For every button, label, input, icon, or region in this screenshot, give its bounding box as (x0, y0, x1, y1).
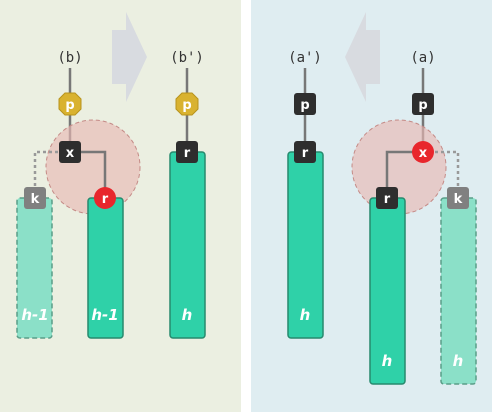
caption-b: (b) (57, 50, 82, 66)
subtree-bp-r-label: h (182, 306, 193, 324)
caption-a: (a) (410, 50, 435, 66)
node-a-r (376, 187, 398, 209)
node-b-k (24, 187, 46, 209)
subtree-a-k-label: h (453, 352, 464, 370)
node-a-x-label: x (419, 146, 428, 161)
subtree-b-r-label: h-1 (91, 306, 118, 324)
node-b-x (59, 141, 81, 163)
node-a-p-label: p (418, 98, 427, 113)
edge-b-x-r (70, 150, 107, 198)
node-bp-r (176, 141, 198, 163)
edge-a-x-r (385, 150, 423, 198)
right-arrow-icon (112, 12, 147, 102)
subtree-a-r-label: h (382, 352, 393, 370)
node-b-k-label: k (31, 192, 40, 207)
node-ap-r-label: r (302, 146, 309, 161)
caption-b-prime: (b') (170, 50, 204, 66)
subtree-b-k (16, 197, 53, 339)
left-arrow-icon (345, 12, 380, 102)
subtree-b-k-label: h-1 (21, 306, 48, 324)
node-b-p (58, 92, 82, 116)
node-b-r-label: r (102, 192, 109, 207)
subtree-a-k (440, 197, 477, 385)
node-bp-p (175, 92, 199, 116)
node-ap-r (294, 141, 316, 163)
node-a-r-label: r (384, 192, 391, 207)
node-a-k (447, 187, 469, 209)
node-a-k-label: k (454, 192, 463, 207)
node-ap-p (294, 93, 316, 115)
node-b-x-label: x (66, 146, 75, 161)
node-a-x (412, 141, 434, 163)
node-b-p-label: p (65, 98, 74, 113)
node-a-p (412, 93, 434, 115)
node-bp-r-label: r (184, 146, 191, 161)
subtree-ap-r-label: h (300, 306, 311, 324)
caption-a-prime: (a') (288, 50, 322, 66)
node-bp-p-label: p (182, 98, 191, 113)
node-b-r (94, 187, 116, 209)
node-ap-p-label: p (300, 98, 309, 113)
